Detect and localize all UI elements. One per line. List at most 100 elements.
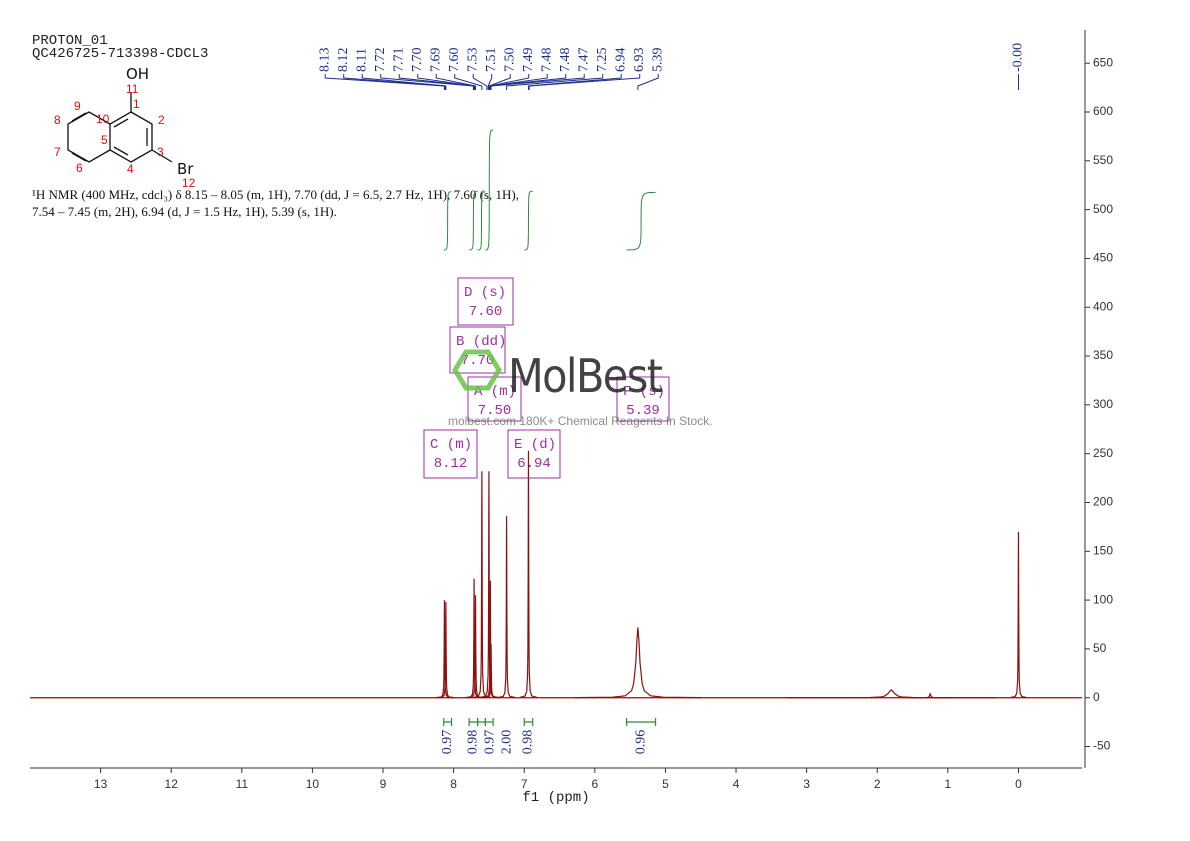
double-bond [113, 146, 129, 156]
integral-curve [469, 190, 478, 251]
peak-pick-leader [398, 74, 475, 90]
peak-pick-label: 7.53 [465, 48, 480, 73]
bond [151, 149, 173, 163]
integral-bracket [443, 718, 453, 726]
group-label: OH [126, 65, 149, 83]
x-tick-label: 2 [874, 777, 881, 791]
multiplet-shift: 6.94 [517, 456, 551, 472]
multiplet-name: C (m) [430, 437, 472, 453]
peak-pick-leader [637, 74, 659, 90]
peak-pick-label: 7.48 [539, 48, 554, 73]
y-tick-label: 250 [1093, 446, 1113, 460]
peak-pick-label: 7.60 [447, 48, 462, 73]
watermark-icon [452, 349, 502, 391]
double-bond [113, 118, 129, 128]
peak-pick-label: 7.47 [576, 48, 591, 73]
y-tick-label: -50 [1093, 739, 1111, 753]
atom-number: 5 [101, 133, 108, 147]
atom-number: 11 [126, 82, 139, 96]
y-tick-label: 300 [1093, 397, 1113, 411]
header-line: QC426725-713398-CDCL3 [32, 46, 208, 62]
multiplet-shift: 5.39 [626, 403, 660, 419]
peak-pick-label: 8.12 [336, 48, 351, 73]
peak-pick-label: 7.51 [484, 48, 499, 72]
peak-pick-label: 8.11 [354, 48, 369, 72]
peak-pick-label: 7.50 [502, 48, 517, 72]
peak-pick-leader [454, 74, 483, 90]
peak-pick-leader [324, 74, 445, 90]
atom-number: 10 [96, 112, 110, 126]
nmr-description: ¹H NMR (400 MHz, cdcl₃) δ 8.15 – 8.05 (m… [32, 187, 519, 202]
peak-pick-label: 7.69 [428, 48, 443, 73]
integral-curve [477, 191, 486, 251]
x-tick-label: 1 [945, 777, 952, 791]
x-axis-label: f1 (ppm) [522, 790, 589, 806]
multiplet-name: D (s) [464, 285, 506, 301]
peak-pick-leader [417, 74, 476, 90]
y-tick-label: 0 [1093, 690, 1100, 704]
header-line: PROTON_01 [32, 33, 108, 49]
x-tick-label: 5 [662, 777, 669, 791]
peak [465, 578, 483, 699]
y-tick-label: 100 [1093, 592, 1113, 606]
peak-pick-leader [343, 74, 446, 90]
x-tick-label: 4 [733, 777, 740, 791]
x-tick-label: 8 [450, 777, 457, 791]
x-tick-label: 11 [236, 777, 249, 791]
peak-pick-leader [361, 74, 447, 90]
atom-number: 9 [74, 99, 81, 113]
x-tick-label: 13 [94, 777, 108, 791]
y-tick-label: 600 [1093, 104, 1113, 118]
double-bond [71, 112, 87, 122]
peak [466, 595, 485, 699]
atom-number: 7 [54, 145, 61, 159]
peak-pick-leader [488, 74, 511, 90]
peak [437, 602, 455, 699]
peak [909, 692, 952, 699]
watermark-logo: MolBest [508, 349, 663, 403]
integral-label: 0.98 [466, 730, 481, 755]
peak-pick-leader [489, 74, 567, 90]
peak-pick-leader [528, 74, 641, 90]
multiplet-shift: 7.60 [469, 304, 503, 320]
y-tick-label: 550 [1093, 153, 1113, 167]
peak [482, 644, 500, 699]
x-tick-label: 6 [591, 777, 598, 791]
molecule: OH Br 1 2 3 4 5 6 7 8 9 10 11 12 [54, 65, 196, 190]
multiplet-box [423, 429, 478, 479]
atom-number: 8 [54, 113, 61, 127]
peak-pick-label: 8.13 [317, 48, 332, 73]
x-tick-label: 12 [165, 777, 179, 791]
peak-pick-leader [487, 74, 493, 90]
x-tick-label: 9 [380, 777, 387, 791]
y-tick-label: 450 [1093, 251, 1113, 265]
multiplet-shift: 7.50 [478, 403, 512, 419]
multiplet-box [616, 376, 670, 422]
multiplet-shift: 7.70 [461, 353, 495, 369]
peak-pick-label: 7.48 [558, 48, 573, 73]
integral-bracket [477, 718, 486, 726]
peak-pick-label: -0.00 [1011, 43, 1026, 72]
double-bond [71, 152, 87, 162]
nmr-description: 7.54 – 7.45 (m, 2H), 6.94 (d, J = 1.5 Hz… [32, 204, 337, 219]
y-tick-label: 150 [1093, 543, 1113, 557]
integral-curve [524, 190, 533, 251]
atom-number: 1 [133, 97, 140, 111]
peak [435, 600, 453, 699]
peak-pick-label: 6.94 [613, 48, 628, 73]
peak-pick-leader [489, 74, 530, 90]
y-tick-label: 400 [1093, 299, 1113, 313]
plot: 012345678910111213-500501001502002503003… [30, 30, 1113, 806]
x-tick-label: 7 [521, 777, 528, 791]
multiplet-name: B (dd) [456, 334, 506, 350]
y-tick-label: 50 [1093, 641, 1107, 655]
y-tick-label: 350 [1093, 348, 1113, 362]
peak [1009, 531, 1028, 699]
peak [574, 627, 702, 699]
peak-pick-label: 7.71 [391, 48, 406, 73]
peak-pick-label: 7.25 [595, 48, 610, 73]
y-tick-label: 200 [1093, 495, 1113, 509]
peak-pick-label: 7.49 [521, 48, 536, 73]
integral-bracket [626, 718, 657, 726]
